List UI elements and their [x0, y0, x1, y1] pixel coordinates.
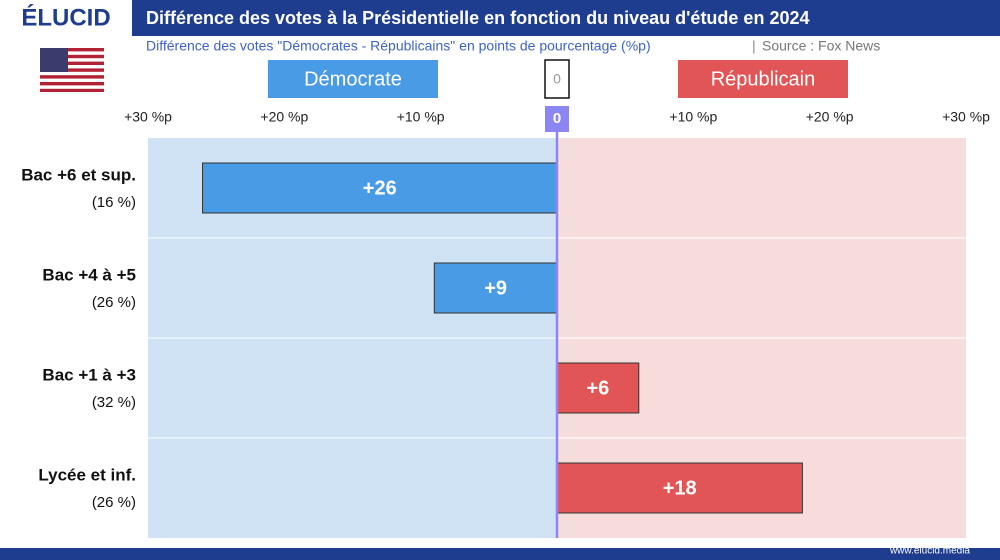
header-bar [0, 0, 1000, 36]
zero-top-label: 0 [553, 71, 561, 87]
category-share: (26 %) [92, 294, 136, 311]
category-share: (32 %) [92, 394, 136, 411]
value-label: +6 [586, 377, 609, 399]
legend-label: Républicain [711, 68, 816, 90]
footer-bar [0, 548, 1000, 560]
value-label: +9 [484, 277, 507, 299]
value-label: +26 [363, 177, 397, 199]
value-label: +18 [663, 477, 697, 499]
footer: www.elucid.media [889, 546, 970, 557]
x-tick-label: +20 %p [260, 109, 308, 125]
bar [433, 262, 558, 314]
category-label: Bac +1 à +3 [42, 365, 136, 384]
category-label: Bac +6 et sup. [21, 165, 136, 184]
x-tick-label: 0 [553, 110, 561, 127]
zero-top-box [544, 59, 570, 99]
brand: ÉLUCID [21, 3, 110, 31]
chart-title: Différence des votes à la Présidentielle… [146, 8, 810, 28]
legend-box [678, 60, 848, 98]
x-tick-label: +20 %p [806, 109, 854, 125]
bar [556, 462, 803, 514]
category-share: (26 %) [92, 494, 136, 511]
x-tick-label: +30 %p [942, 109, 990, 125]
category-label: Bac +4 à +5 [42, 265, 136, 284]
legend-label: Démocrate [304, 68, 402, 90]
source: Source : Fox News [762, 38, 880, 54]
bar [556, 362, 640, 414]
legend-box [268, 60, 438, 98]
category-label: Lycée et inf. [38, 465, 136, 484]
flag [40, 48, 104, 92]
x-tick-label: +30 %p [124, 109, 172, 125]
logo-box [0, 0, 132, 36]
separator: | [752, 38, 756, 54]
x-tick-label: +10 %p [669, 109, 717, 125]
x-tick-label: +10 %p [397, 109, 445, 125]
zero-tick-box [545, 106, 569, 132]
category-share: (16 %) [92, 194, 136, 211]
subtitle: Différence des votes "Démocrates - Répub… [146, 38, 651, 54]
